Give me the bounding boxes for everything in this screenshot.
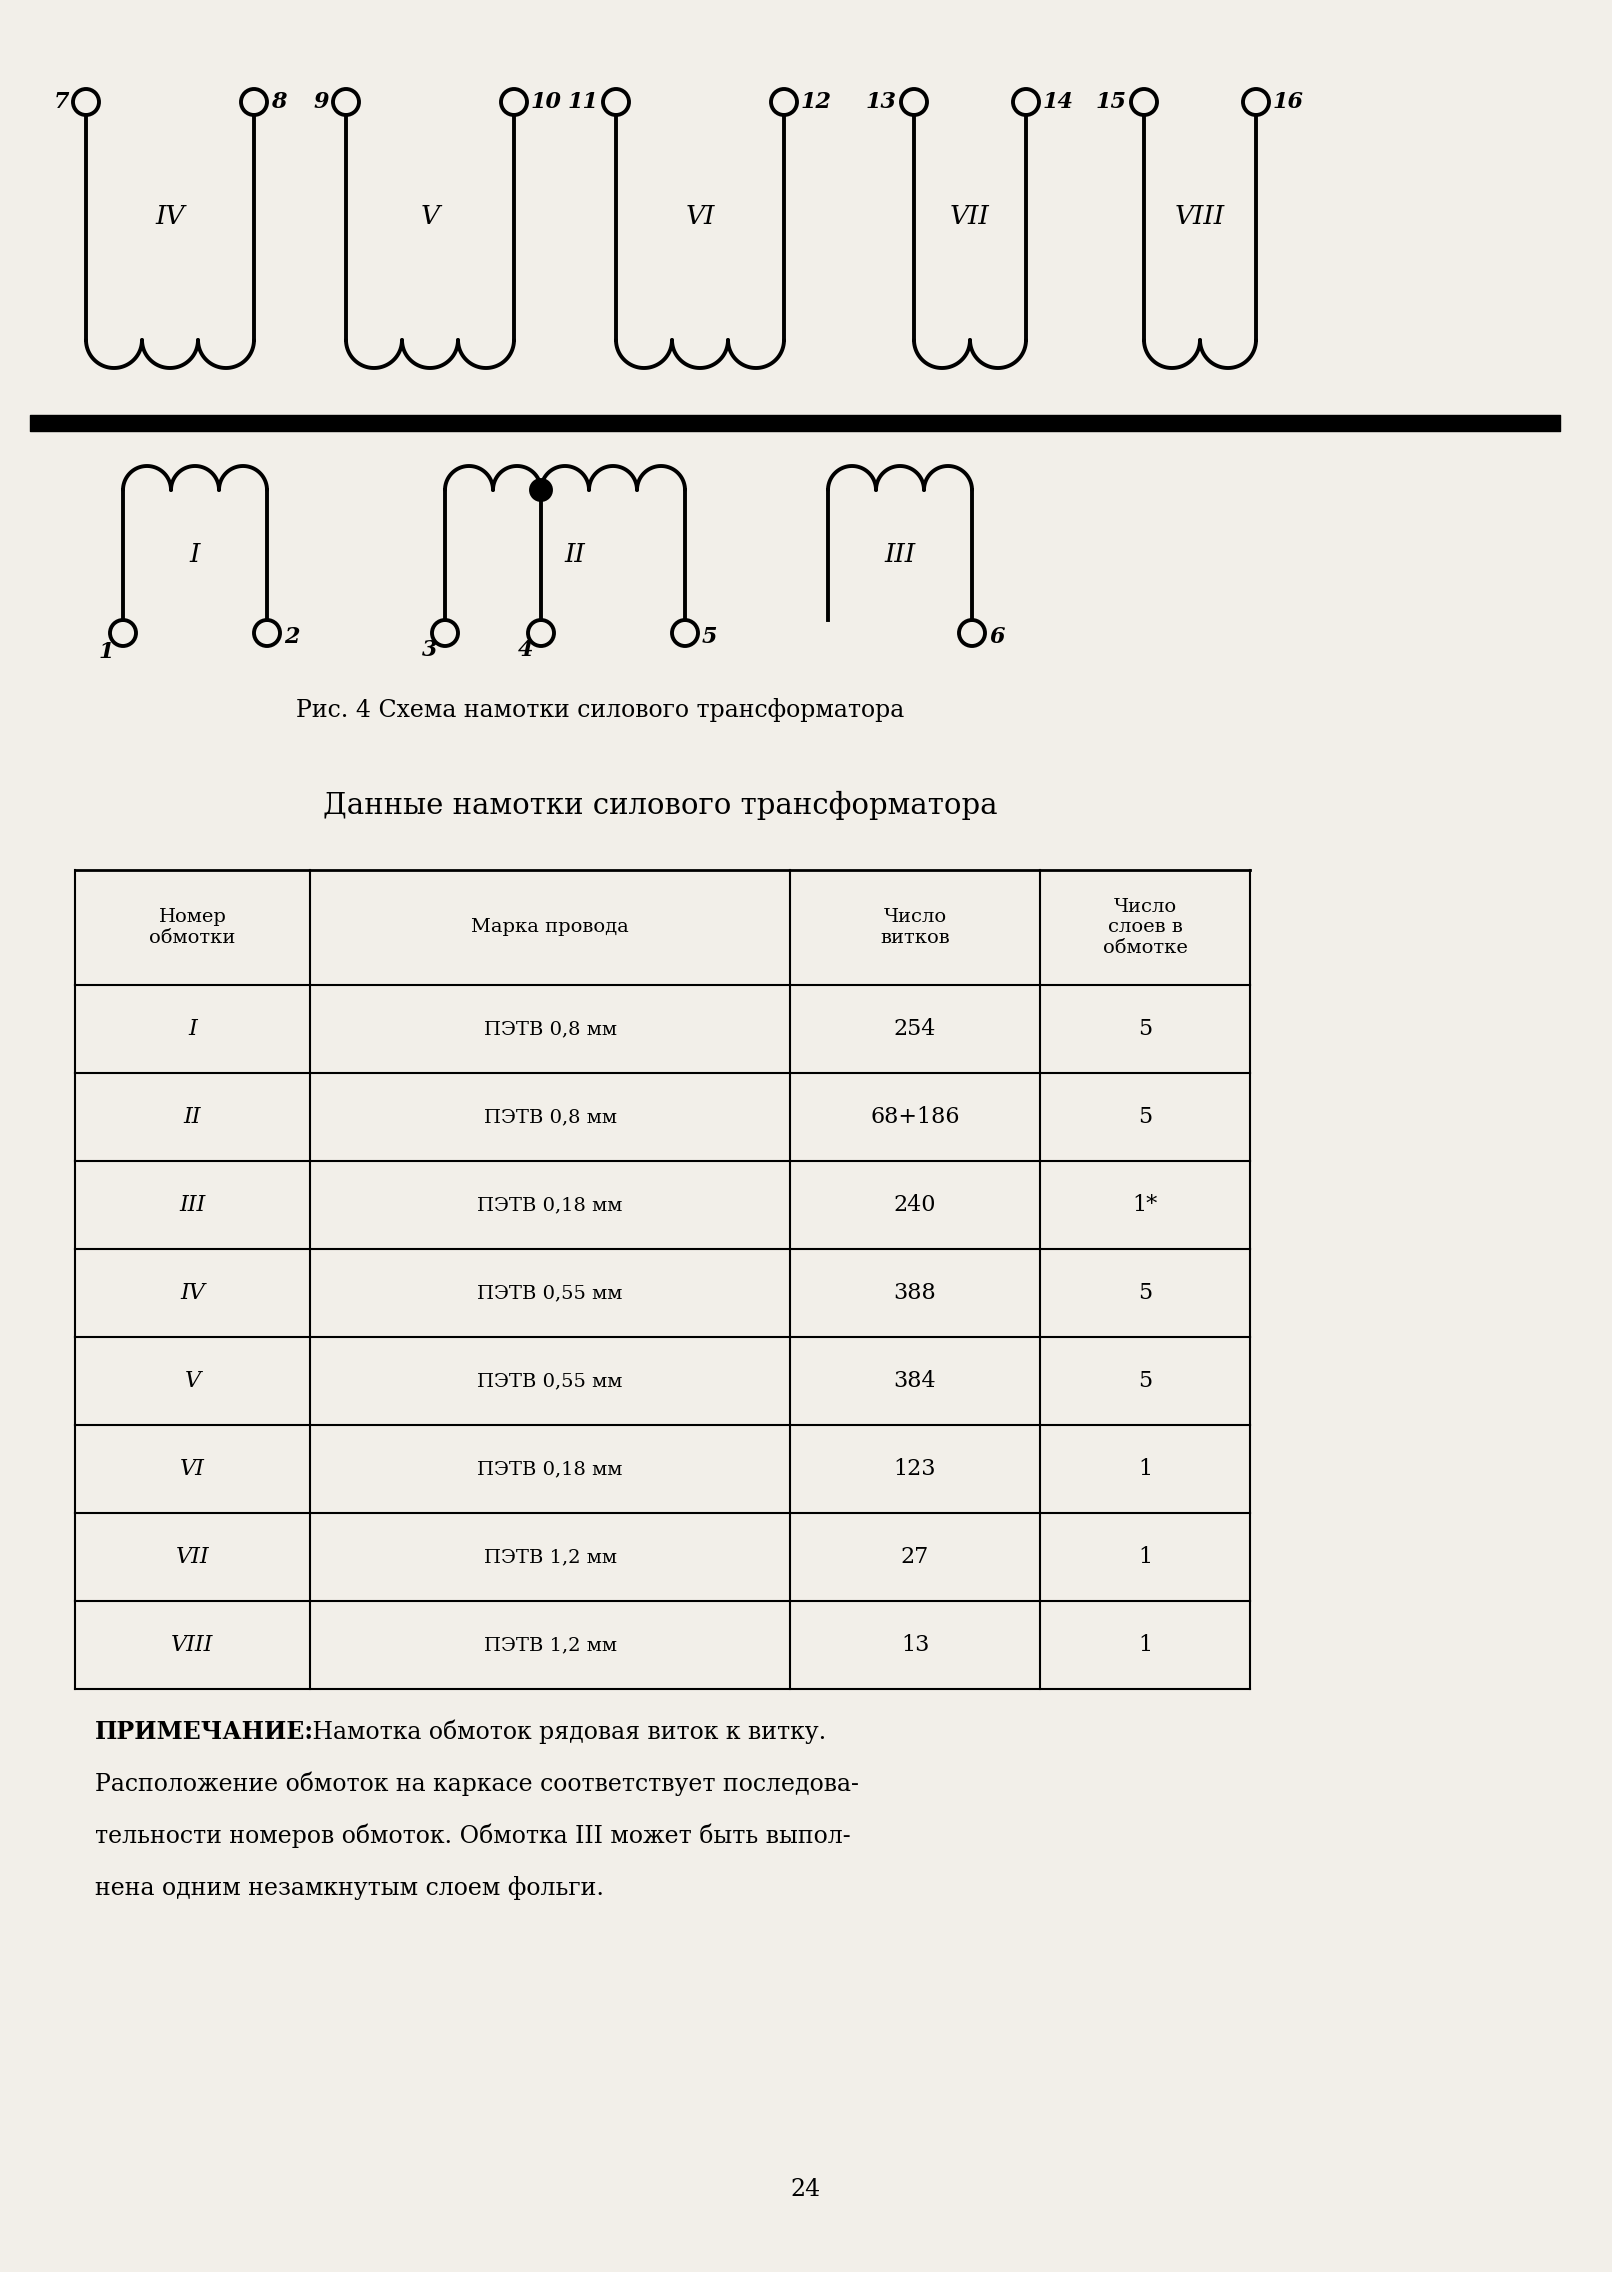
Text: Намотка обмоток рядовая виток к витку.: Намотка обмоток рядовая виток к витку. — [305, 1720, 827, 1745]
Text: I: I — [189, 1018, 197, 1041]
Text: ПЭТВ 0,8 мм: ПЭТВ 0,8 мм — [484, 1109, 616, 1127]
Text: VII: VII — [176, 1545, 210, 1568]
Text: ПЭТВ 0,55 мм: ПЭТВ 0,55 мм — [477, 1372, 622, 1390]
Text: Число
витков: Число витков — [880, 909, 949, 947]
Text: IV: IV — [155, 204, 185, 229]
Text: Марка провода: Марка провода — [471, 918, 629, 936]
Text: 9: 9 — [313, 91, 329, 114]
Text: 1: 1 — [1138, 1459, 1153, 1479]
Text: 13: 13 — [901, 1634, 929, 1656]
Text: Рис. 4 Схема намотки силового трансформатора: Рис. 4 Схема намотки силового трансформа… — [297, 698, 904, 722]
Text: ПЭТВ 1,2 мм: ПЭТВ 1,2 мм — [484, 1547, 616, 1565]
Text: ПЭТВ 0,18 мм: ПЭТВ 0,18 мм — [477, 1195, 622, 1213]
Text: ПЭТВ 0,8 мм: ПЭТВ 0,8 мм — [484, 1020, 616, 1038]
Text: 388: 388 — [893, 1281, 937, 1304]
Text: VIII: VIII — [1175, 204, 1225, 229]
Text: 13: 13 — [866, 91, 896, 114]
Text: VII: VII — [949, 204, 990, 229]
Text: 1: 1 — [1138, 1545, 1153, 1568]
Text: 1: 1 — [98, 641, 114, 663]
Text: 8: 8 — [271, 91, 287, 114]
Text: 5: 5 — [1138, 1370, 1153, 1393]
Circle shape — [530, 479, 551, 500]
Text: VIII: VIII — [171, 1634, 214, 1656]
Text: 11: 11 — [567, 91, 600, 114]
Text: ПЭТВ 1,2 мм: ПЭТВ 1,2 мм — [484, 1636, 616, 1654]
Text: 12: 12 — [801, 91, 832, 114]
Text: Расположение обмоток на каркасе соответствует последова-: Расположение обмоток на каркасе соответс… — [95, 1772, 859, 1797]
Text: 3: 3 — [422, 638, 438, 661]
Text: III: III — [179, 1195, 206, 1216]
Text: 24: 24 — [791, 2179, 821, 2202]
Text: ПРИМЕЧАНИЕ:: ПРИМЕЧАНИЕ: — [95, 1720, 314, 1745]
Text: 10: 10 — [530, 91, 563, 114]
Text: 4: 4 — [517, 638, 534, 661]
Text: 123: 123 — [893, 1459, 937, 1479]
Text: 68+186: 68+186 — [870, 1106, 959, 1127]
Text: 16: 16 — [1273, 91, 1304, 114]
Text: Номер
обмотки: Номер обмотки — [150, 909, 235, 947]
Text: III: III — [885, 543, 916, 568]
Text: 5: 5 — [1138, 1018, 1153, 1041]
Text: 1*: 1* — [1132, 1195, 1157, 1216]
Text: тельности номеров обмоток. Обмотка III может быть выпол-: тельности номеров обмоток. Обмотка III м… — [95, 1824, 851, 1849]
Text: II: II — [184, 1106, 202, 1127]
Text: 5: 5 — [1138, 1106, 1153, 1127]
Text: 14: 14 — [1043, 91, 1074, 114]
Text: II: II — [564, 543, 585, 568]
Text: 27: 27 — [901, 1545, 929, 1568]
Text: Число
слоев в
обмотке: Число слоев в обмотке — [1103, 897, 1188, 957]
Text: 240: 240 — [893, 1195, 937, 1216]
Text: 5: 5 — [701, 627, 717, 648]
Text: Данные намотки силового трансформатора: Данные намотки силового трансформатора — [322, 791, 998, 820]
Text: V: V — [184, 1370, 200, 1393]
Text: VI: VI — [181, 1459, 205, 1479]
Text: ПЭТВ 0,55 мм: ПЭТВ 0,55 мм — [477, 1284, 622, 1302]
Text: VI: VI — [685, 204, 714, 229]
Text: нена одним незамкнутым слоем фольги.: нена одним незамкнутым слоем фольги. — [95, 1877, 604, 1899]
Text: 384: 384 — [893, 1370, 937, 1393]
Text: 6: 6 — [990, 627, 1004, 648]
Text: 2: 2 — [284, 627, 300, 648]
Text: 7: 7 — [53, 91, 69, 114]
Text: 15: 15 — [1096, 91, 1127, 114]
Text: I: I — [190, 543, 200, 568]
Text: ПЭТВ 0,18 мм: ПЭТВ 0,18 мм — [477, 1461, 622, 1479]
Text: V: V — [421, 204, 440, 229]
Text: 1: 1 — [1138, 1634, 1153, 1656]
Text: IV: IV — [181, 1281, 205, 1304]
Text: 5: 5 — [1138, 1281, 1153, 1304]
Text: 254: 254 — [893, 1018, 937, 1041]
